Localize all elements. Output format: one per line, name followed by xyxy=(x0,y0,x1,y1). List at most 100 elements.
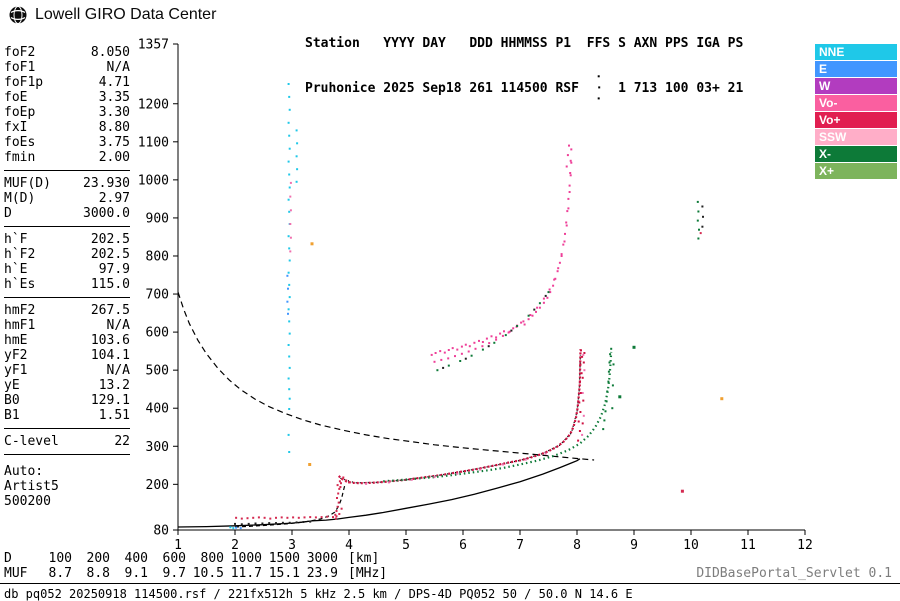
scatter-second-hop-spread-f xyxy=(443,351,446,354)
scatter-o-trace-pink-sprinkle xyxy=(544,452,547,455)
scatter-second-hop-spread-f xyxy=(512,327,515,330)
scatter-es-trace-dark xyxy=(240,523,243,526)
scatter-second-hop-dark-dots xyxy=(442,366,445,369)
scatter-rfi-blue-column xyxy=(286,274,289,277)
scatter-f-start-cluster xyxy=(340,482,342,485)
scatter-second-hop-spread-f xyxy=(567,197,570,200)
scatter-second-hop-spread-f xyxy=(499,332,502,335)
parameter-label: foF1 xyxy=(4,60,36,75)
scatter-rfi-cyan-column xyxy=(288,296,291,299)
scatter-es-trace-red xyxy=(235,516,238,519)
scatter-second-hop-spread-f xyxy=(478,339,480,342)
scatter-rfi-cyan-column xyxy=(287,433,290,436)
scatter-es-trace-red xyxy=(332,516,334,519)
ionogram-plot: 80 200 300 400 500 600 700 800 900 1000 1100 1200 13… xyxy=(138,38,813,554)
scatter-o-asymptote-spread xyxy=(581,355,584,358)
scatter-es-trace-red xyxy=(326,515,329,518)
parameter-label: hmE xyxy=(4,333,28,348)
scatter-second-hop-spread-f xyxy=(558,261,561,264)
scatter-es-trace-dark xyxy=(247,522,250,525)
y-tick-label: 200 xyxy=(146,478,169,493)
parameter-label: h`Es xyxy=(4,277,36,292)
y-tick-label: 800 xyxy=(146,249,169,264)
scatter-es-trace-dark xyxy=(295,521,298,524)
scatter-second-hop-spread-f xyxy=(570,148,573,151)
scatter-rfi-cyan-column xyxy=(287,235,290,238)
scatter-rfi-cyan-column-2 xyxy=(295,129,298,132)
echo-direction-legend: NNE E W Vo- Vo+ SSW X- X+ xyxy=(815,44,897,180)
parameter-label: M(D) xyxy=(4,191,36,206)
parameter-row-h`F2: h`F2 202.5 xyxy=(4,247,130,262)
parameter-value: 103.6 xyxy=(90,333,130,348)
x-tick-label: 7 xyxy=(516,538,524,553)
scatter-second-hop-spread-f xyxy=(464,343,467,346)
parameter-row-B0: B0 129.1 xyxy=(4,393,130,408)
scatter-es-trace-red xyxy=(257,516,260,519)
scatter-right-dark-column xyxy=(702,215,704,218)
muf-table-row-distance: D 100 200 400 600 800 1000 1500 3000 [km] xyxy=(4,551,387,566)
scatter-second-hop-spread-f xyxy=(568,191,571,193)
scatter-o-asymptote-spread xyxy=(578,430,581,432)
scatter-bottom-left-blue xyxy=(235,526,238,529)
scatter-second-hop-spread-f xyxy=(536,306,539,309)
scatter-es-trace-red xyxy=(292,516,295,519)
parameter-value: 23.930 xyxy=(83,176,130,191)
parameter-label: h`E xyxy=(4,262,28,277)
scatter-es-trace-red xyxy=(269,517,272,520)
parameter-label: B1 xyxy=(4,408,20,423)
scatter-stray-orange-dots xyxy=(308,463,312,466)
scatter-rfi-pink-column xyxy=(289,236,292,239)
parameter-label: foF1p xyxy=(4,75,44,90)
scatter-second-hop-spread-f xyxy=(473,341,476,344)
scatter-stray-green-dots xyxy=(632,345,636,349)
legend-item-X+: X+ xyxy=(815,163,897,179)
brand-title: Lowell GIRO Data Center xyxy=(35,6,217,23)
scatter-second-hop-spread-f xyxy=(439,350,442,353)
x-tick-label: 1 xyxy=(174,538,182,553)
scatter-rfi-cyan-column xyxy=(287,83,290,85)
scatter-second-hop-spread-f xyxy=(447,357,450,360)
muf-table-row-label: D xyxy=(4,551,12,566)
scatter-rfi-cyan-column xyxy=(287,198,290,201)
muf-table-cell: 15.1 xyxy=(268,566,300,581)
parameter-row-C-level: C-level 22 xyxy=(4,434,130,449)
scatter-second-hop-spread-f xyxy=(569,172,572,174)
scatter-rfi-cyan-column xyxy=(287,344,290,346)
legend-item-E: E xyxy=(815,61,897,77)
scatter-f-start-cluster xyxy=(334,513,337,516)
parameter-label: foEp xyxy=(4,105,36,120)
parameter-row-foF1p: foF1p 4.71 xyxy=(4,75,130,90)
muf-table-cell: 10.5 xyxy=(192,566,224,581)
scatter-o-asymptote-spread xyxy=(579,411,582,413)
x-tick-label: 11 xyxy=(740,538,756,553)
parameter-label: hmF2 xyxy=(4,303,36,318)
scatter-o-asymptote-spread xyxy=(580,372,583,375)
parameter-row-B1: B1 1.51 xyxy=(4,408,130,423)
scatter-o-asymptote-pink xyxy=(583,369,586,372)
autoscaling-line: 500200 xyxy=(4,494,51,509)
scatter-second-hop-spread-f xyxy=(523,323,526,326)
scatter-rfi-pink-column xyxy=(289,209,292,212)
scatter-es-trace-dark xyxy=(309,520,312,523)
y-tick-label: 1200 xyxy=(138,97,169,112)
scatter-rfi-cyan-column xyxy=(287,308,290,311)
scatter-es-trace-red xyxy=(309,516,312,519)
scatter-rfi-cyan-column xyxy=(288,366,291,369)
scatter-f-start-cluster xyxy=(340,507,343,510)
scatter-rfi-pink-column xyxy=(289,223,292,225)
scatter-second-hop-spread-f xyxy=(456,348,459,351)
scatter-x-asymptote-spread xyxy=(605,400,608,403)
parameter-value: 2.00 xyxy=(98,150,130,165)
station-header-labels: Station YYYY DAY DDD HHMMSS P1 FFS S AXN… xyxy=(305,36,744,51)
scatter-x-asymptote-spread xyxy=(612,363,615,366)
scatter-f-start-cluster xyxy=(336,505,339,508)
scatter-second-hop-spread-f xyxy=(569,174,572,177)
scatter-o-asymptote-spread xyxy=(580,392,582,394)
scatter-rfi-cyan-column xyxy=(288,210,291,213)
scatter-second-hop-spread-f xyxy=(433,360,436,363)
scatter-stray-orange-dots xyxy=(720,397,724,401)
scatter-second-hop-spread-f xyxy=(549,291,552,294)
parameter-row-yF1: yF1 N/A xyxy=(4,363,130,378)
muf-table-cell: 100 xyxy=(48,551,72,566)
x-tick-label: 5 xyxy=(402,538,410,553)
